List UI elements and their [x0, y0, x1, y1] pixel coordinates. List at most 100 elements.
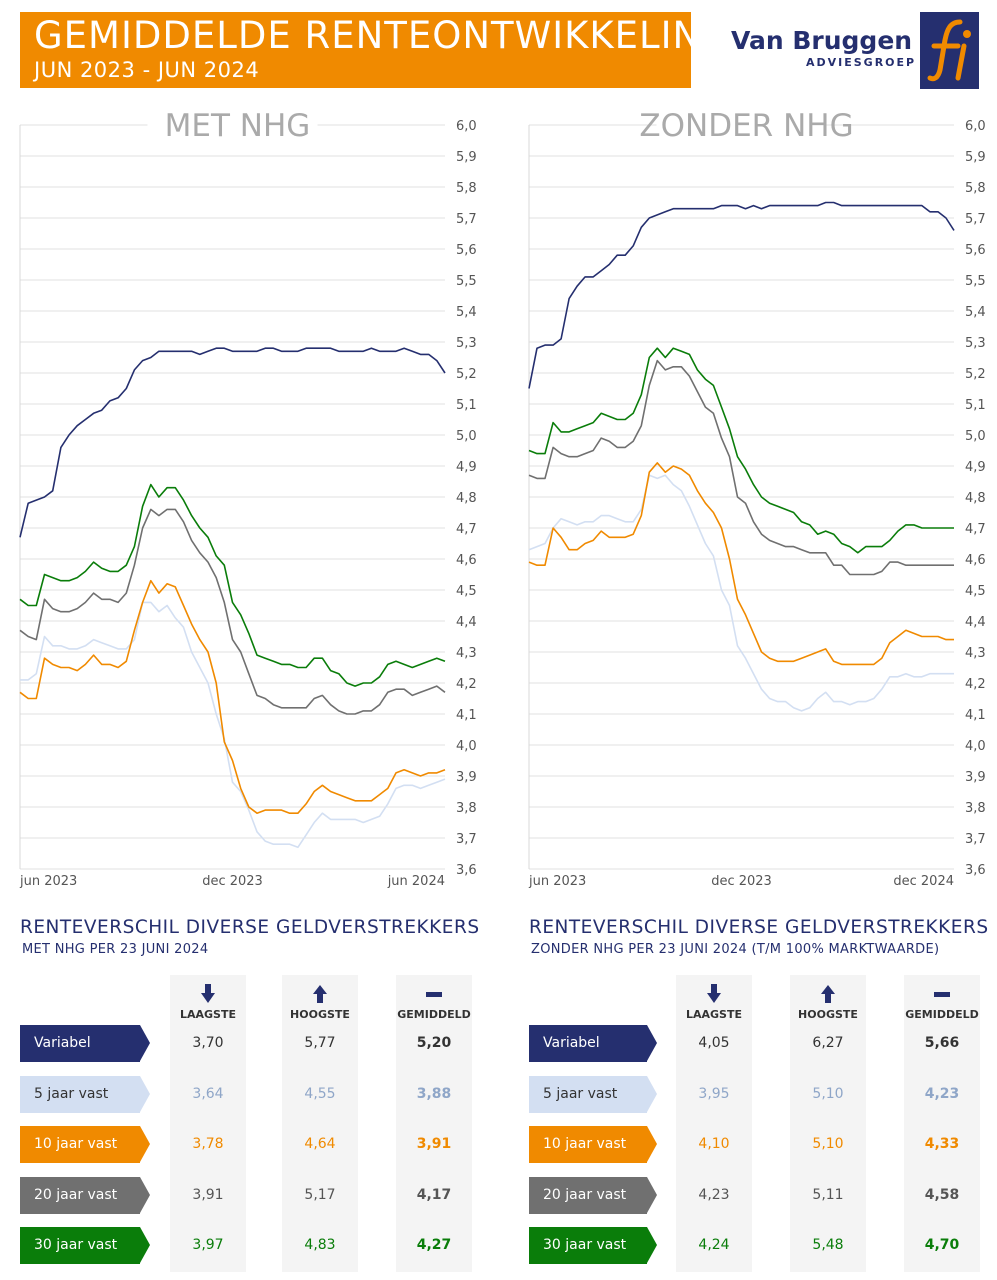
y-tick-label: 3,8 [965, 801, 986, 816]
header-band [20, 12, 691, 88]
x-tick-label: dec 2023 [711, 874, 772, 889]
y-tick-label: 3,6 [965, 863, 986, 878]
arrow-up-icon [821, 985, 835, 1003]
page-subtitle: JUN 2023 - JUN 2024 [34, 58, 260, 82]
y-tick-label: 6,0 [456, 119, 477, 134]
y-tick-label: 3,6 [456, 863, 477, 878]
y-tick-label: 4,4 [456, 615, 477, 630]
y-tick-label: 5,4 [456, 305, 477, 320]
cell-high: 5,77 [304, 1035, 336, 1051]
y-tick-label: 5,3 [456, 336, 477, 351]
x-tick-label: dec 2024 [893, 874, 954, 889]
y-tick-label: 5,8 [965, 181, 986, 196]
column-background [396, 975, 472, 1272]
chart-2: 6,0 5,9 5,8 5,7 5,6 5,5 5,4 5,3 5,2 5,1 5,0 4,9 4,8 4… [528, 107, 986, 889]
series-line-30-jaar-vast [19, 483, 446, 687]
y-tick-label: 4,3 [456, 646, 477, 661]
y-tick-label: 5,6 [965, 243, 986, 258]
y-tick-label: 5,3 [965, 336, 986, 351]
series-line-5-jaar-vast [528, 474, 954, 712]
series-line-20-jaar-vast [528, 359, 954, 576]
y-tick-label: 5,1 [965, 398, 986, 413]
y-tick-label: 3,7 [456, 832, 477, 847]
x-tick-label: jun 2023 [528, 874, 586, 889]
y-tick-label: 4,1 [965, 708, 986, 723]
row-label: 20 jaar vast [529, 1177, 657, 1214]
y-tick-label: 3,9 [965, 770, 986, 785]
y-tick-label: 5,8 [456, 181, 477, 196]
minus-icon [934, 992, 950, 997]
y-tick-label: 5,0 [965, 429, 986, 444]
column-background [904, 975, 980, 1272]
y-tick-label: 4,0 [965, 739, 986, 754]
column-header-label: LAAGSTE [179, 1008, 236, 1021]
y-tick-label: 5,5 [456, 274, 477, 289]
logo-subtitle: ADVIESGROEP [806, 56, 917, 69]
cell-low: 4,24 [698, 1237, 730, 1253]
chart-title-backing [656, 107, 827, 141]
column-header-label: HOOGSTE [290, 1008, 350, 1021]
column-header-label: GEMIDDELD [905, 1008, 979, 1021]
series-line-20-jaar-vast [19, 508, 446, 715]
series-line-variabel [19, 347, 446, 538]
cell-low: 3,78 [192, 1136, 224, 1152]
row-label: 5 jaar vast [20, 1076, 150, 1113]
x-tick-label: jun 2024 [387, 874, 445, 889]
column-background [676, 975, 752, 1272]
y-tick-label: 4,4 [965, 615, 986, 630]
cell-avg: 4,33 [924, 1136, 960, 1152]
cell-avg: 4,70 [924, 1237, 960, 1253]
row-label: 10 jaar vast [529, 1126, 657, 1163]
y-tick-label: 4,6 [965, 553, 986, 568]
cell-avg: 3,91 [416, 1136, 452, 1152]
y-tick-label: 3,9 [456, 770, 477, 785]
cell-high: 4,83 [304, 1237, 336, 1253]
series-line-30-jaar-vast [528, 347, 954, 554]
table-title: RENTEVERSCHIL DIVERSE GELDVERSTREKKERS [20, 917, 480, 938]
y-tick-label: 4,5 [456, 584, 477, 599]
logo-name: Van Bruggen [731, 26, 913, 55]
charts-canvas: 6,0 5,9 5,8 5,7 5,6 5,5 5,4 5,3 5,2 5,1 5,0 4,9 4,8 4… [19, 107, 986, 889]
cell-high: 6,27 [812, 1035, 844, 1051]
y-tick-label: 4,2 [456, 677, 477, 692]
column-header-hoogste: HOOGSTE [790, 984, 866, 1021]
page-title: GEMIDDELDE RENTEONTWIKKELING [34, 14, 731, 57]
y-tick-label: 5,4 [965, 305, 986, 320]
table-subtitle: ZONDER NHG PER 23 JUNI 2024 (T/M 100% MA… [531, 942, 940, 957]
y-tick-label: 4,3 [965, 646, 986, 661]
chart-title: MET NHG [165, 108, 311, 144]
row-label: 20 jaar vast [20, 1177, 150, 1214]
y-tick-label: 5,2 [965, 367, 986, 382]
cell-low: 4,10 [698, 1136, 730, 1152]
arrow-down-icon [201, 984, 215, 1003]
column-header-label: LAAGSTE [685, 1008, 742, 1021]
row-label: Variabel [20, 1025, 150, 1062]
y-tick-label: 6,0 [965, 119, 986, 134]
y-tick-label: 4,7 [456, 522, 477, 537]
y-tick-label: 5,9 [965, 150, 986, 165]
cell-avg: 4,58 [924, 1187, 960, 1203]
y-tick-label: 5,2 [456, 367, 477, 382]
y-tick-label: 4,8 [456, 491, 477, 506]
column-header-gemiddeld: GEMIDDELD [396, 984, 472, 1021]
y-tick-label: 4,9 [456, 460, 477, 475]
cell-low: 3,91 [192, 1187, 224, 1203]
row-label: Variabel [529, 1025, 657, 1062]
y-tick-label: 5,9 [456, 150, 477, 165]
cell-avg: 5,20 [416, 1035, 452, 1051]
y-tick-label: 4,1 [456, 708, 477, 723]
row-label: 10 jaar vast [20, 1126, 150, 1163]
cell-high: 5,48 [812, 1237, 844, 1253]
y-tick-label: 5,6 [456, 243, 477, 258]
table-title: RENTEVERSCHIL DIVERSE GELDVERSTREKKERS [529, 917, 989, 938]
cell-avg: 3,88 [416, 1086, 452, 1102]
y-tick-label: 4,0 [456, 739, 477, 754]
logo-mark [920, 12, 979, 89]
column-header-label: GEMIDDELD [397, 1008, 471, 1021]
y-tick-label: 5,7 [456, 212, 477, 227]
y-tick-label: 5,1 [456, 398, 477, 413]
cell-avg: 5,66 [924, 1035, 960, 1051]
arrow-up-icon [313, 985, 327, 1003]
series-line-10-jaar-vast [19, 579, 446, 815]
column-header-gemiddeld: GEMIDDELD [904, 984, 980, 1021]
